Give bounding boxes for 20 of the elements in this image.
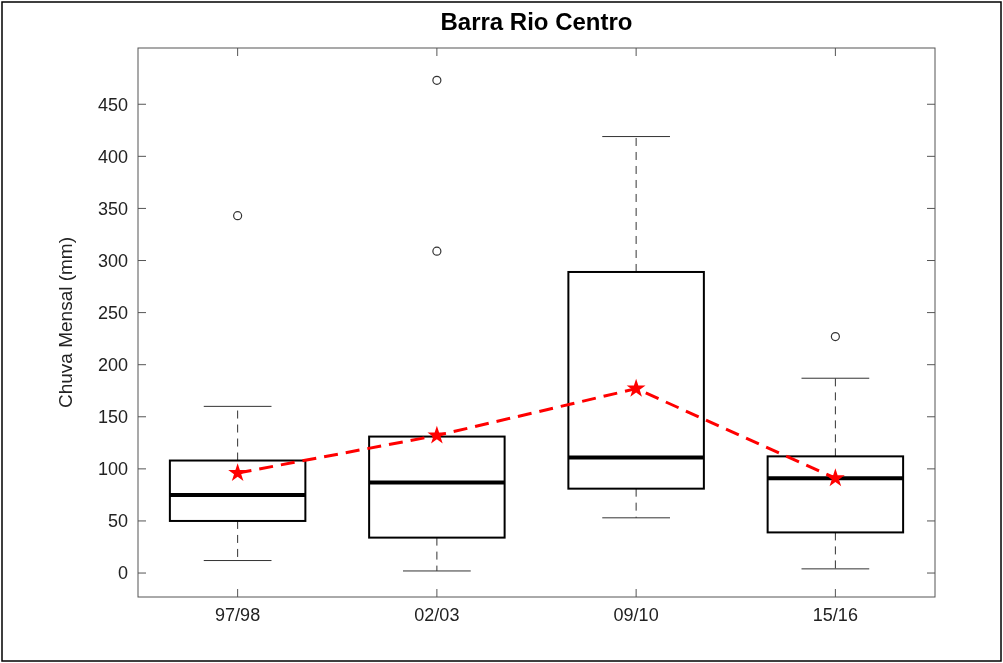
y-tick-label: 250 bbox=[97, 302, 128, 323]
x-tick-label: 02/03 bbox=[414, 605, 460, 625]
point bbox=[427, 425, 447, 444]
x-tick-label: 09/10 bbox=[613, 605, 659, 625]
chart-title: Barra Rio Centro bbox=[440, 8, 633, 35]
y-tick-label: 50 bbox=[107, 511, 128, 532]
x-tick-label: 15/16 bbox=[812, 605, 858, 625]
y-tick-label: 100 bbox=[97, 459, 128, 480]
y-tick-label: 200 bbox=[97, 354, 128, 375]
y-tick-label: 0 bbox=[117, 563, 128, 584]
y-axis-title: Chuva Mensal (mm) bbox=[55, 236, 76, 409]
y-tick-label: 150 bbox=[97, 407, 128, 428]
y-tick-label: 400 bbox=[97, 146, 128, 167]
point bbox=[228, 463, 248, 482]
x-tick-label: 97/98 bbox=[215, 605, 261, 625]
y-tick-label: 450 bbox=[97, 94, 128, 115]
point bbox=[825, 468, 845, 487]
y-tick-label: 350 bbox=[97, 198, 128, 219]
y-tick-label: 300 bbox=[97, 250, 128, 271]
point bbox=[626, 378, 646, 397]
